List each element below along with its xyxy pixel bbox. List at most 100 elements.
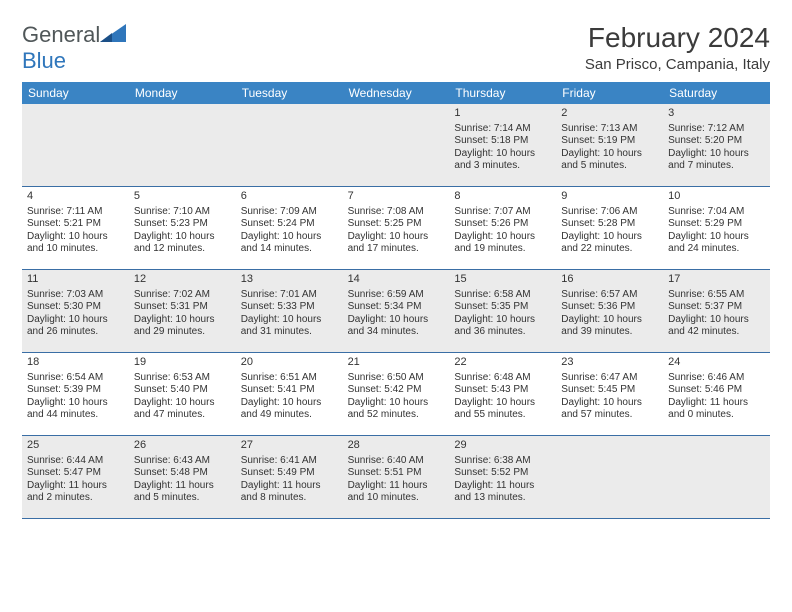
daylight-text: Daylight: 10 hours and 36 minutes. (454, 314, 551, 339)
daylight-text: Daylight: 11 hours and 13 minutes. (454, 480, 551, 505)
daylight-text: Daylight: 10 hours and 57 minutes. (561, 397, 658, 422)
day-info: Sunrise: 6:47 AMSunset: 5:45 PMDaylight:… (561, 372, 658, 422)
day-cell: 12Sunrise: 7:02 AMSunset: 5:31 PMDayligh… (129, 270, 236, 352)
day-number: 19 (134, 356, 231, 370)
sunrise-text: Sunrise: 7:07 AM (454, 206, 551, 219)
day-cell: 4Sunrise: 7:11 AMSunset: 5:21 PMDaylight… (22, 187, 129, 269)
weekday-sunday: Sunday (22, 82, 129, 104)
day-cell: 5Sunrise: 7:10 AMSunset: 5:23 PMDaylight… (129, 187, 236, 269)
day-number: 4 (27, 190, 124, 204)
sunset-text: Sunset: 5:48 PM (134, 467, 231, 480)
day-info: Sunrise: 6:58 AMSunset: 5:35 PMDaylight:… (454, 289, 551, 339)
day-number: 20 (241, 356, 338, 370)
week-row: 25Sunrise: 6:44 AMSunset: 5:47 PMDayligh… (22, 436, 770, 519)
sunset-text: Sunset: 5:52 PM (454, 467, 551, 480)
day-number: 5 (134, 190, 231, 204)
day-cell: 25Sunrise: 6:44 AMSunset: 5:47 PMDayligh… (22, 436, 129, 518)
day-number: 27 (241, 439, 338, 453)
day-number: 12 (134, 273, 231, 287)
sunset-text: Sunset: 5:45 PM (561, 384, 658, 397)
day-number: 14 (348, 273, 445, 287)
day-info: Sunrise: 7:09 AMSunset: 5:24 PMDaylight:… (241, 206, 338, 256)
day-cell: 22Sunrise: 6:48 AMSunset: 5:43 PMDayligh… (449, 353, 556, 435)
day-info: Sunrise: 6:57 AMSunset: 5:36 PMDaylight:… (561, 289, 658, 339)
calendar: SundayMondayTuesdayWednesdayThursdayFrid… (22, 82, 770, 519)
day-number: 24 (668, 356, 765, 370)
sunset-text: Sunset: 5:51 PM (348, 467, 445, 480)
sunrise-text: Sunrise: 7:01 AM (241, 289, 338, 302)
logo-word-2: Blue (22, 48, 66, 73)
day-number: 13 (241, 273, 338, 287)
sunrise-text: Sunrise: 6:47 AM (561, 372, 658, 385)
sunset-text: Sunset: 5:21 PM (27, 218, 124, 231)
day-info: Sunrise: 7:12 AMSunset: 5:20 PMDaylight:… (668, 123, 765, 173)
logo: GeneralBlue (22, 22, 126, 74)
day-cell: 10Sunrise: 7:04 AMSunset: 5:29 PMDayligh… (663, 187, 770, 269)
day-info: Sunrise: 6:51 AMSunset: 5:41 PMDaylight:… (241, 372, 338, 422)
location: San Prisco, Campania, Italy (585, 56, 770, 73)
sunrise-text: Sunrise: 6:59 AM (348, 289, 445, 302)
daylight-text: Daylight: 10 hours and 12 minutes. (134, 231, 231, 256)
day-cell: 2Sunrise: 7:13 AMSunset: 5:19 PMDaylight… (556, 104, 663, 186)
weekday-friday: Friday (556, 82, 663, 104)
sunrise-text: Sunrise: 6:40 AM (348, 455, 445, 468)
day-info: Sunrise: 7:01 AMSunset: 5:33 PMDaylight:… (241, 289, 338, 339)
weekday-tuesday: Tuesday (236, 82, 343, 104)
day-info: Sunrise: 7:14 AMSunset: 5:18 PMDaylight:… (454, 123, 551, 173)
day-info: Sunrise: 7:06 AMSunset: 5:28 PMDaylight:… (561, 206, 658, 256)
daylight-text: Daylight: 11 hours and 10 minutes. (348, 480, 445, 505)
sunset-text: Sunset: 5:41 PM (241, 384, 338, 397)
day-cell: 11Sunrise: 7:03 AMSunset: 5:30 PMDayligh… (22, 270, 129, 352)
day-cell: 21Sunrise: 6:50 AMSunset: 5:42 PMDayligh… (343, 353, 450, 435)
day-cell: 19Sunrise: 6:53 AMSunset: 5:40 PMDayligh… (129, 353, 236, 435)
week-row: 4Sunrise: 7:11 AMSunset: 5:21 PMDaylight… (22, 187, 770, 270)
day-cell: 23Sunrise: 6:47 AMSunset: 5:45 PMDayligh… (556, 353, 663, 435)
day-number: 6 (241, 190, 338, 204)
daylight-text: Daylight: 10 hours and 31 minutes. (241, 314, 338, 339)
day-cell: 14Sunrise: 6:59 AMSunset: 5:34 PMDayligh… (343, 270, 450, 352)
daylight-text: Daylight: 10 hours and 55 minutes. (454, 397, 551, 422)
sunrise-text: Sunrise: 7:02 AM (134, 289, 231, 302)
sunset-text: Sunset: 5:20 PM (668, 135, 765, 148)
daylight-text: Daylight: 10 hours and 22 minutes. (561, 231, 658, 256)
day-cell (556, 436, 663, 518)
sunset-text: Sunset: 5:34 PM (348, 301, 445, 314)
sunset-text: Sunset: 5:18 PM (454, 135, 551, 148)
day-number: 21 (348, 356, 445, 370)
sunrise-text: Sunrise: 7:14 AM (454, 123, 551, 136)
sunset-text: Sunset: 5:25 PM (348, 218, 445, 231)
day-number: 22 (454, 356, 551, 370)
day-cell: 26Sunrise: 6:43 AMSunset: 5:48 PMDayligh… (129, 436, 236, 518)
week-row: 1Sunrise: 7:14 AMSunset: 5:18 PMDaylight… (22, 104, 770, 187)
sunset-text: Sunset: 5:35 PM (454, 301, 551, 314)
logo-word-1: General (22, 22, 100, 47)
daylight-text: Daylight: 11 hours and 5 minutes. (134, 480, 231, 505)
sunset-text: Sunset: 5:28 PM (561, 218, 658, 231)
sunset-text: Sunset: 5:23 PM (134, 218, 231, 231)
day-cell: 18Sunrise: 6:54 AMSunset: 5:39 PMDayligh… (22, 353, 129, 435)
day-number: 15 (454, 273, 551, 287)
sunrise-text: Sunrise: 6:51 AM (241, 372, 338, 385)
week-row: 18Sunrise: 6:54 AMSunset: 5:39 PMDayligh… (22, 353, 770, 436)
sunrise-text: Sunrise: 6:57 AM (561, 289, 658, 302)
day-number: 18 (27, 356, 124, 370)
daylight-text: Daylight: 10 hours and 49 minutes. (241, 397, 338, 422)
sunrise-text: Sunrise: 7:04 AM (668, 206, 765, 219)
daylight-text: Daylight: 10 hours and 3 minutes. (454, 148, 551, 173)
daylight-text: Daylight: 10 hours and 7 minutes. (668, 148, 765, 173)
weekday-saturday: Saturday (663, 82, 770, 104)
logo-text: GeneralBlue (22, 22, 126, 74)
sunrise-text: Sunrise: 7:03 AM (27, 289, 124, 302)
day-info: Sunrise: 7:13 AMSunset: 5:19 PMDaylight:… (561, 123, 658, 173)
sunset-text: Sunset: 5:19 PM (561, 135, 658, 148)
day-info: Sunrise: 7:04 AMSunset: 5:29 PMDaylight:… (668, 206, 765, 256)
daylight-text: Daylight: 11 hours and 8 minutes. (241, 480, 338, 505)
day-cell: 16Sunrise: 6:57 AMSunset: 5:36 PMDayligh… (556, 270, 663, 352)
day-number: 17 (668, 273, 765, 287)
daylight-text: Daylight: 11 hours and 2 minutes. (27, 480, 124, 505)
day-info: Sunrise: 7:03 AMSunset: 5:30 PMDaylight:… (27, 289, 124, 339)
daylight-text: Daylight: 10 hours and 19 minutes. (454, 231, 551, 256)
day-cell: 29Sunrise: 6:38 AMSunset: 5:52 PMDayligh… (449, 436, 556, 518)
sunset-text: Sunset: 5:42 PM (348, 384, 445, 397)
day-info: Sunrise: 6:38 AMSunset: 5:52 PMDaylight:… (454, 455, 551, 505)
